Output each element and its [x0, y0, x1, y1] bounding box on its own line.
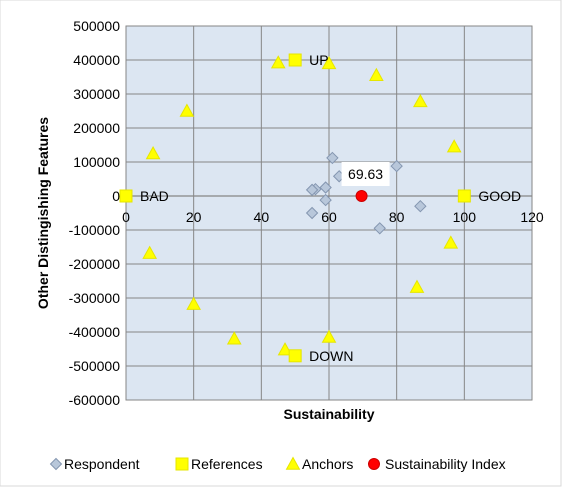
y-tick-label: -300000 — [69, 290, 121, 306]
respondent-point — [414, 199, 427, 213]
y-tick-label: 500000 — [73, 18, 120, 34]
legend-references-label: References — [191, 456, 263, 472]
anchors-point — [413, 93, 428, 108]
sustainability-index-point — [355, 190, 368, 202]
x-axis-title: Sustainability — [283, 406, 374, 422]
respondent-point — [305, 183, 319, 197]
respondent-point — [319, 181, 332, 194]
anchors-point — [142, 245, 158, 259]
anchors-point — [409, 279, 425, 293]
anchors-point — [179, 103, 195, 117]
anchors-point — [321, 329, 337, 343]
y-axis-title: Other Distingishing Features — [35, 117, 51, 309]
respondent-point — [326, 151, 339, 165]
legend-respondent-marker — [49, 457, 63, 471]
respondent-point — [390, 159, 403, 173]
anchors-point — [186, 296, 202, 310]
respondent-point — [373, 222, 386, 235]
anchors-point — [443, 235, 459, 249]
respondent-point — [319, 193, 332, 207]
anchors-point — [321, 55, 337, 70]
references-point — [457, 189, 471, 203]
respondent-point — [305, 206, 319, 220]
y-tick-label: -200000 — [69, 256, 121, 272]
anchors-point — [369, 67, 384, 81]
y-tick-label: 200000 — [73, 120, 120, 136]
y-tick-label: 0 — [112, 188, 120, 204]
y-tick-label: -400000 — [69, 324, 121, 340]
y-tick-label: 100000 — [73, 154, 120, 170]
anchors-point — [446, 139, 462, 153]
anchors-point — [270, 55, 286, 69]
legend-anchors-label: Anchors — [302, 456, 353, 472]
legend-sustainability-index-label: Sustainability Index — [385, 456, 506, 472]
x-tick-label: 60 — [321, 209, 337, 225]
reference-label: UP — [309, 52, 328, 68]
reference-label: DOWN — [309, 348, 353, 364]
anchors-point — [277, 342, 293, 356]
reference-label: BAD — [140, 188, 169, 204]
x-tick-label: 20 — [186, 209, 202, 225]
legend-references-marker — [175, 457, 189, 471]
anchors-point — [226, 331, 242, 345]
y-tick-label: 300000 — [73, 86, 120, 102]
x-tick-label: 100 — [453, 209, 477, 225]
legend-respondent-label: Respondent — [64, 456, 140, 472]
data-label-box — [341, 162, 390, 186]
x-tick-label: 40 — [254, 209, 270, 225]
x-tick-label: 80 — [389, 209, 405, 225]
legend-sustainability-index-marker — [368, 458, 380, 470]
references-point — [288, 53, 302, 67]
sustainability-index-label: 69.63 — [348, 166, 383, 182]
y-tick-label: 400000 — [73, 52, 120, 68]
legend-anchors-marker — [285, 456, 301, 470]
references-point — [288, 349, 302, 363]
y-tick-label: -600000 — [69, 392, 121, 408]
x-tick-label: 120 — [520, 209, 544, 225]
x-tick-label: 0 — [122, 209, 130, 225]
plot-area: 5000004000003000002000001000000-100000-2… — [69, 18, 544, 408]
anchors-point — [145, 145, 161, 160]
legend: Respondent References Anchors Sustainabilit… — [49, 456, 506, 472]
reference-label: GOOD — [478, 188, 521, 204]
y-tick-label: -100000 — [69, 222, 121, 238]
y-tick-label: -500000 — [69, 358, 121, 374]
references-point — [119, 189, 133, 203]
